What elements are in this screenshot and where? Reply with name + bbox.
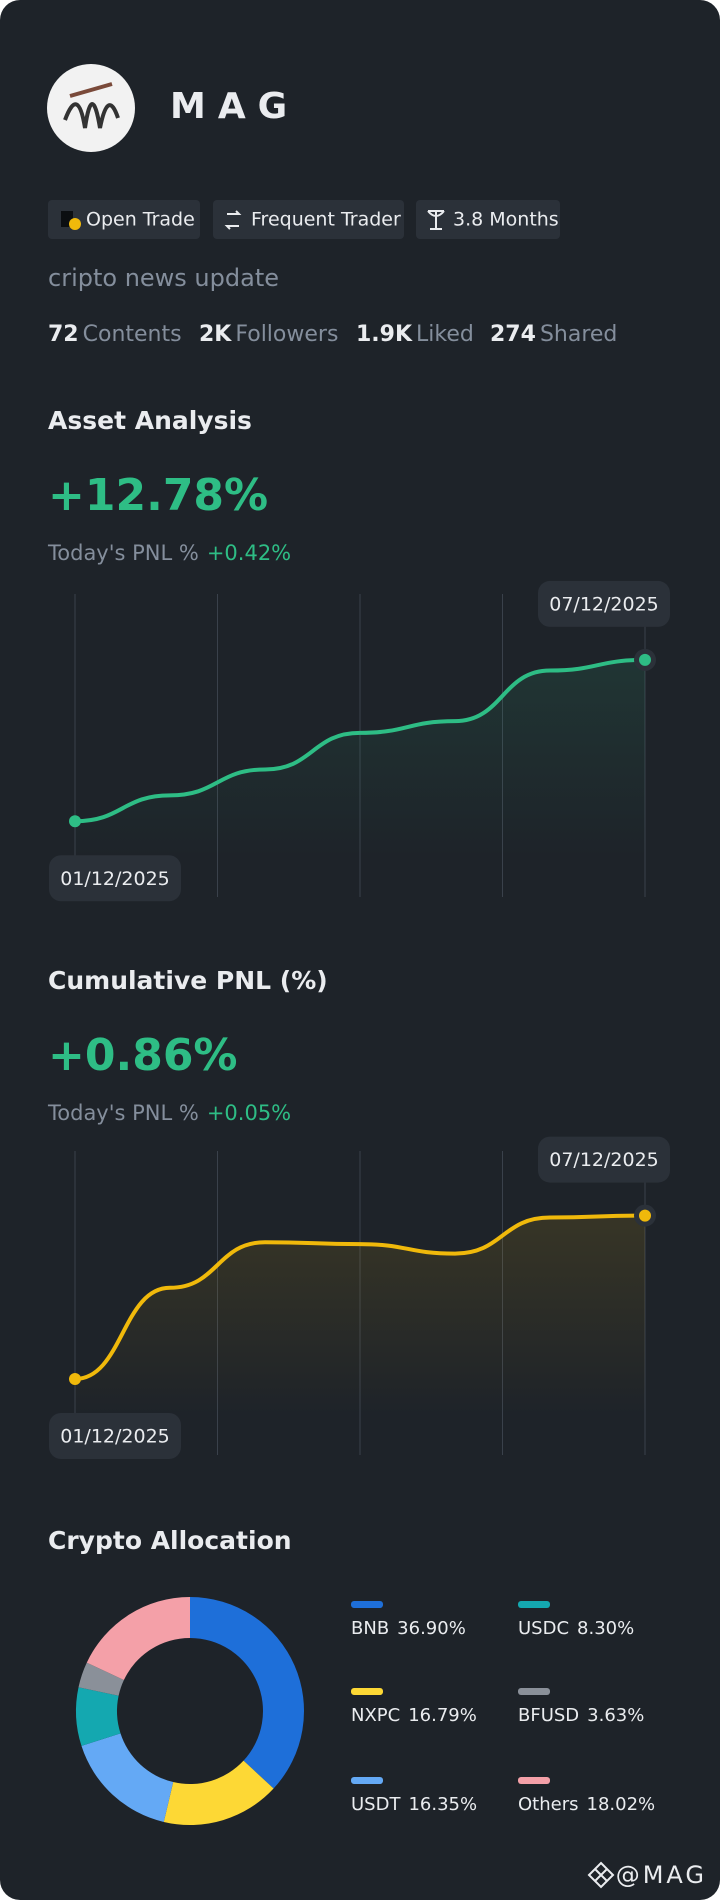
headline-value: +0.86% — [48, 1030, 238, 1081]
tag: 3.8 Months — [416, 200, 560, 239]
legend-value: 16.35% — [408, 1794, 477, 1815]
legend-name: USDC — [518, 1618, 569, 1639]
stat: 2K Followers — [199, 322, 338, 347]
endpoint — [639, 1209, 651, 1222]
section-title: Asset Analysis — [48, 406, 252, 435]
footer: @MAG — [587, 1861, 707, 1889]
tag-label: Open Trade — [86, 209, 195, 231]
legend-swatch — [518, 1601, 550, 1608]
donut-slice — [190, 1597, 304, 1789]
legend-name: BNB — [351, 1618, 389, 1639]
pnl: Today's PNL % +0.05% — [47, 1101, 291, 1125]
tag: Open Trade — [48, 200, 200, 239]
legend-swatch — [351, 1601, 383, 1608]
pnl: Today's PNL % +0.42% — [47, 541, 291, 565]
headline-value: +12.78% — [48, 470, 268, 521]
legend-name: USDT — [351, 1794, 401, 1815]
date-box — [538, 580, 670, 627]
line — [73, 1213, 647, 1381]
stat-label: Contents — [83, 322, 182, 347]
line — [73, 657, 647, 824]
legend-name: Others — [518, 1794, 579, 1815]
pnl-value: +0.42% — [207, 541, 291, 565]
legend-name: BFUSD — [518, 1705, 579, 1726]
date-box — [49, 855, 181, 902]
legend-entry: USDC 8.30% — [518, 1618, 634, 1639]
x-tick-label: 07/12/2025 — [549, 1149, 659, 1171]
date-box — [538, 1136, 670, 1183]
legend-value: 16.79% — [408, 1705, 477, 1726]
endpoint — [69, 1373, 81, 1385]
stat-label: Followers — [235, 322, 338, 347]
legend-name: NXPC — [351, 1705, 400, 1726]
legend-entry: USDT 16.35% — [351, 1794, 477, 1815]
legend-entry: Others 18.02% — [518, 1794, 655, 1815]
footer-handle: @MAG — [616, 1861, 707, 1889]
stat: 1.9K Liked — [356, 322, 474, 347]
donut-slice — [76, 1687, 121, 1746]
legend-swatch — [351, 1777, 383, 1784]
legend-entry: BFUSD 3.63% — [518, 1705, 644, 1726]
stat: 274 Shared — [490, 322, 617, 347]
line-chart: 01/12/2025 07/12/2025 — [49, 1136, 670, 1459]
legend-swatch — [518, 1688, 550, 1695]
legend-entry: NXPC 16.79% — [351, 1705, 477, 1726]
donut-chart: BNB 36.90% NXPC 16.79% USDT 16.35% USDC 8.30% BF… — [76, 1597, 655, 1826]
avatar — [47, 64, 135, 152]
stat-value: 1.9K — [356, 322, 413, 347]
profile-name: MAG — [170, 86, 299, 127]
endpoint — [639, 653, 651, 666]
x-tick-label: 07/12/2025 — [549, 593, 659, 615]
stat-value: 274 — [490, 322, 536, 347]
stat-value: 72 — [48, 322, 79, 347]
stat-label: Liked — [416, 322, 474, 347]
x-tick-label: 01/12/2025 — [60, 1426, 170, 1448]
endpoint — [69, 815, 81, 828]
pnl-value: +0.05% — [207, 1101, 291, 1125]
legend-swatch — [518, 1777, 550, 1784]
section-title: Crypto Allocation — [48, 1526, 292, 1555]
donut-slice — [163, 1760, 274, 1826]
stat-value: 2K — [199, 322, 232, 347]
pnl-label: Today's PNL % — [47, 1101, 199, 1125]
donut-slice — [86, 1597, 190, 1681]
bio: cripto news update — [48, 264, 279, 292]
legend-value: 8.30% — [577, 1618, 634, 1639]
donut-slice — [81, 1733, 174, 1822]
legend-value: 3.63% — [587, 1705, 644, 1726]
tag: Frequent Trader — [213, 200, 404, 239]
tag-label: 3.8 Months — [453, 209, 559, 231]
x-tick-label: 01/12/2025 — [60, 868, 170, 890]
tag-label: Frequent Trader — [251, 209, 401, 231]
area — [75, 659, 645, 857]
line-chart: 01/12/2025 07/12/2025 — [49, 580, 670, 902]
stat-label: Shared — [540, 322, 617, 347]
pnl-label: Today's PNL % — [47, 541, 199, 565]
legend-swatch — [351, 1688, 383, 1695]
donut-slice — [78, 1662, 124, 1696]
legend-value: 18.02% — [587, 1794, 656, 1815]
stat: 72 Contents — [48, 322, 182, 347]
date-box — [49, 1413, 181, 1459]
section-title: Cumulative PNL (%) — [48, 966, 328, 995]
legend-entry: BNB 36.90% — [351, 1618, 466, 1639]
legend-value: 36.90% — [397, 1618, 466, 1639]
